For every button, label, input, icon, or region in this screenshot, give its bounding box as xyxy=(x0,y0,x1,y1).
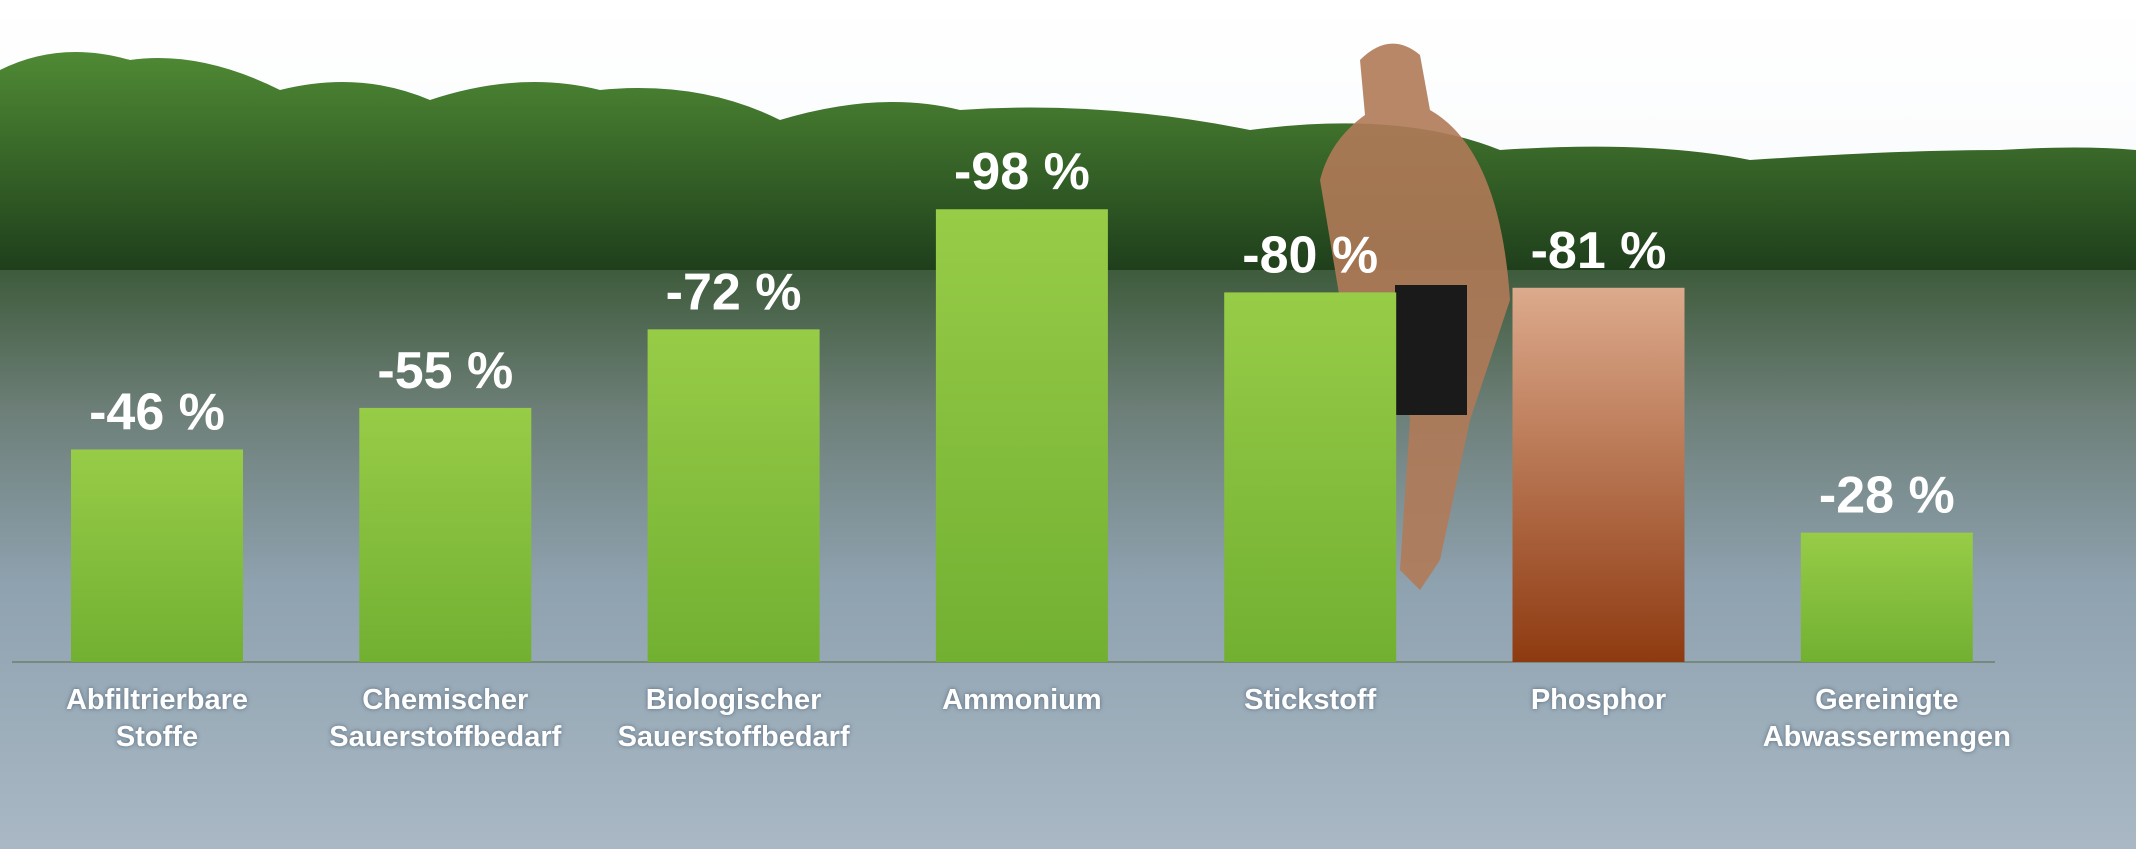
x-tick-label: Phosphor xyxy=(1531,682,1666,719)
value-label: -46 % xyxy=(89,383,225,441)
page: {"chart_data": {"type": "bar", "categori… xyxy=(0,0,2136,849)
bar xyxy=(71,449,243,662)
value-label: -55 % xyxy=(377,342,513,400)
value-label: -98 % xyxy=(954,143,1090,201)
x-tick-label: Biologischer Sauerstoffbedarf xyxy=(618,682,850,756)
value-label: -80 % xyxy=(1242,226,1378,284)
bar xyxy=(1801,533,1973,662)
value-label: -81 % xyxy=(1531,222,1667,280)
bar xyxy=(359,408,531,662)
value-label: -72 % xyxy=(666,263,802,321)
x-tick-label: Abfiltrierbare Stoffe xyxy=(66,682,248,756)
x-tick-label: Stickstoff xyxy=(1244,682,1376,719)
x-tick-label: Ammonium xyxy=(942,682,1102,719)
x-tick-label: Gereinigte Abwassermengen xyxy=(1763,682,2011,756)
bar xyxy=(648,329,820,662)
x-tick-label: Chemischer Sauerstoffbedarf xyxy=(329,682,561,756)
bar xyxy=(1224,292,1396,662)
bar xyxy=(936,209,1108,662)
bar xyxy=(1513,288,1685,662)
value-label: -28 % xyxy=(1819,467,1955,525)
